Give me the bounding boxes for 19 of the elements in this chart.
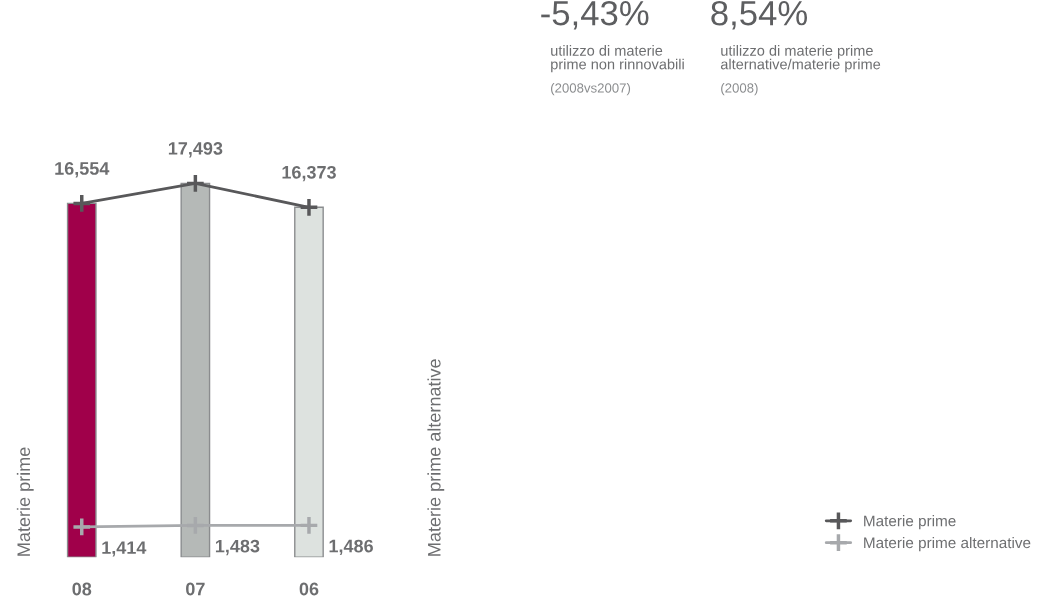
- data-label: 1,486: [329, 539, 373, 556]
- text: utilizzo di materie prime non rinnovabili: [551, 45, 684, 73]
- data-label: 16,554: [55, 162, 110, 178]
- text: 8,54%: [711, 0, 808, 30]
- data-label: 1,414: [102, 541, 147, 557]
- x-tick-label: 07: [186, 582, 205, 596]
- legend-label: Materie prime: [864, 515, 956, 530]
- text: -5,43%: [541, 0, 649, 30]
- text: (2008vs2007): [551, 82, 631, 96]
- y-axis-title: Materie prime: [16, 447, 34, 556]
- x-tick-label: 08: [72, 582, 92, 596]
- text: utilizzo di materie prime alternative/materie prime: [720, 45, 881, 73]
- legend-label: Materie prime alternative: [864, 536, 1031, 552]
- y2-axis-title: Materie prime alternative: [427, 359, 445, 556]
- x-tick-label: 06: [299, 582, 319, 596]
- data-label: 1,483: [215, 539, 260, 556]
- data-label: 17,493: [168, 142, 223, 158]
- text: (2008): [721, 82, 758, 96]
- data-label: 16,373: [282, 165, 336, 182]
